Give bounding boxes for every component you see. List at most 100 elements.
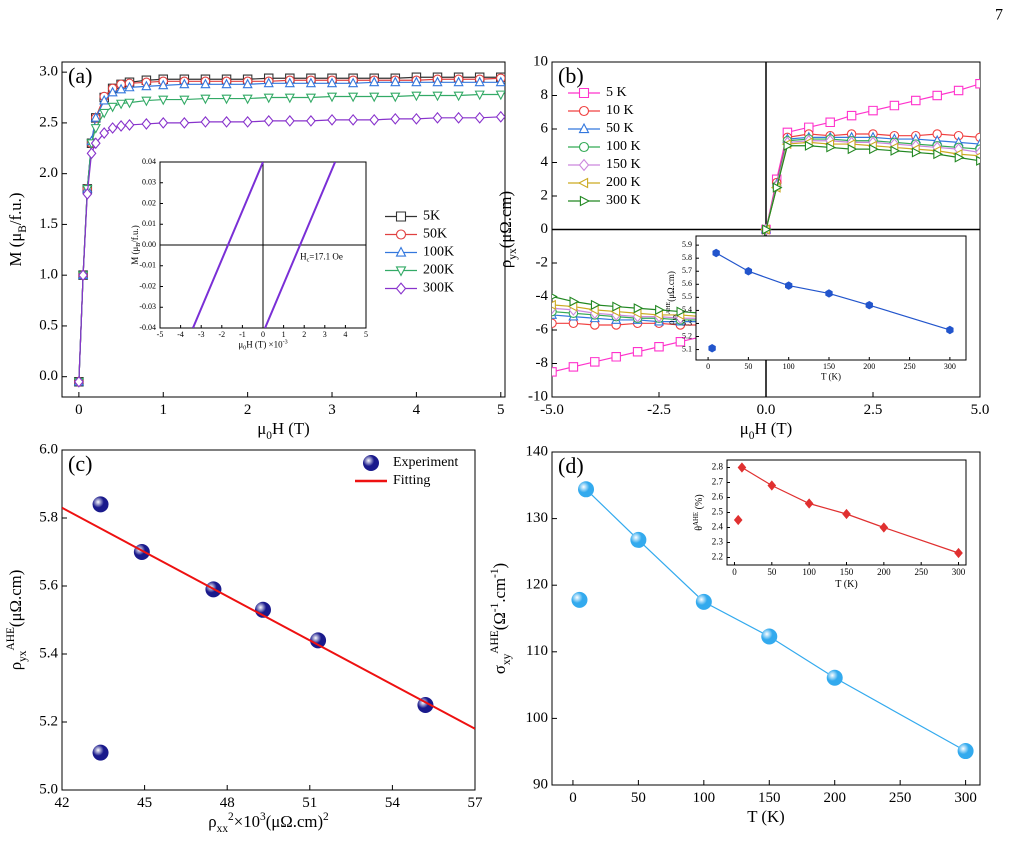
x-tick-label: 50 [631, 790, 646, 806]
label-part: T (K) [747, 807, 784, 826]
panel: 0 50 100 150 200 250 300 2.2 2.3 2.4 2.5 2.6 2.7 2.8 T… [693, 459, 967, 590]
data-point [708, 344, 716, 353]
y-axis-title: ρyxAHE(μΩ.cm) [5, 570, 29, 671]
y-tick-label: 140 [526, 443, 549, 459]
data-point [284, 93, 295, 104]
data-point [411, 76, 422, 87]
legend-marker [395, 229, 407, 240]
data-point [348, 92, 359, 103]
data-point [158, 117, 169, 129]
data-point [767, 480, 777, 491]
plot-frame [695, 235, 967, 361]
data-point [432, 91, 443, 102]
x-tick-label: 0 [569, 790, 577, 806]
y-axis-title: M (μB/f.u.) [130, 225, 142, 264]
label-part: -3 [283, 340, 288, 346]
label-part: μ [740, 419, 749, 438]
data-point [612, 301, 623, 312]
legend-label: Experiment [393, 455, 458, 470]
x-axis-title: μ0H (T) ×10-3 [238, 340, 287, 352]
series-line [192, 162, 264, 328]
data-point [633, 303, 644, 314]
legend: 5 K 10 K 50 K 100 K 150 K 200 K 300 K [568, 85, 641, 208]
label-part: ρ [6, 662, 25, 670]
x-tick-label: 42 [55, 795, 70, 811]
data-point [826, 142, 837, 153]
data-point [695, 593, 712, 610]
y-tick-label: 5.3 [682, 318, 692, 327]
data-point [954, 547, 963, 559]
x-tick-label: 0 [732, 567, 737, 577]
x-tick-label: 1 [282, 330, 286, 339]
data-point [221, 78, 232, 89]
x-tick-label: 2 [244, 402, 252, 418]
x-tick-label: -4 [177, 330, 184, 339]
legend-marker [395, 282, 407, 295]
x-tick-label: 2.5 [864, 402, 883, 418]
label-part: M (μ [130, 247, 140, 265]
x-tick-label: 250 [914, 567, 928, 577]
x-tick-label: 50 [767, 567, 777, 577]
y-tick-label: 2.5 [39, 114, 58, 130]
data-layer [708, 248, 954, 353]
label-part: c [307, 258, 310, 264]
data-point [954, 152, 965, 163]
legend-marker [578, 158, 590, 172]
data-point [890, 145, 901, 156]
data-point [242, 94, 253, 105]
x-tick-label: 250 [889, 790, 912, 806]
data-point [611, 352, 621, 362]
label-part: 2 [228, 811, 234, 823]
x-axis-title: T (K) [835, 579, 857, 590]
label-part: 0 [749, 430, 755, 442]
data-point [99, 94, 110, 105]
legend-label: 5 K [606, 85, 627, 100]
y-tick-label: 4 [541, 154, 549, 170]
x-axis-title: μ0H (T) [257, 419, 309, 442]
x-tick-label: 50 [744, 362, 752, 371]
legend-marker [577, 177, 589, 189]
data-point [453, 76, 464, 87]
legend-label: 10 K [606, 103, 634, 118]
x-tick-label: 150 [758, 790, 781, 806]
data-point [369, 76, 380, 87]
label-part: /f.u.) [130, 225, 140, 242]
data-point [772, 182, 783, 193]
data-layer [571, 481, 974, 760]
data-point [675, 336, 686, 347]
data-point [869, 143, 879, 155]
x-tick-label: 5.0 [971, 402, 990, 418]
data-point [744, 267, 753, 276]
data-point [92, 744, 109, 761]
y-tick-label: 120 [526, 577, 549, 593]
y-tick-label: 5.2 [682, 331, 692, 340]
label-part: ρ [496, 260, 515, 268]
data-point [590, 299, 601, 310]
x-tick-label: 3 [323, 330, 327, 339]
y-tick-label: -6 [536, 321, 549, 337]
x-tick-label: 100 [693, 790, 716, 806]
data-point [141, 80, 152, 91]
label-part: ) [490, 563, 509, 569]
label-part: 3 [260, 811, 266, 823]
series-line [585, 488, 966, 752]
data-point [976, 155, 980, 166]
x-tick-label: 51 [302, 795, 317, 811]
y-tick-label: 90 [533, 776, 548, 792]
data-point [326, 77, 338, 88]
y-tick-label: 5.0 [39, 781, 58, 797]
panel-label: (d) [558, 453, 584, 478]
legend-label: 50 K [606, 121, 634, 136]
label-part: ρ [666, 320, 676, 325]
x-tick-label: 0 [75, 402, 83, 418]
y-tick-label: 5.5 [682, 292, 692, 301]
label-part: T (K) [821, 372, 841, 382]
data-point [305, 93, 317, 104]
y-tick-label: 2.5 [712, 507, 724, 517]
panel: 42 45 48 51 54 575.05.25.45.65.86.0ρxx2×103(μ… [5, 441, 483, 834]
label-part: 0 [266, 430, 272, 442]
x-tick-label: 100 [802, 567, 816, 577]
y-tick-label: 110 [526, 643, 548, 659]
x-tick-label: 100 [783, 362, 795, 371]
x-tick-label: 3 [328, 402, 336, 418]
